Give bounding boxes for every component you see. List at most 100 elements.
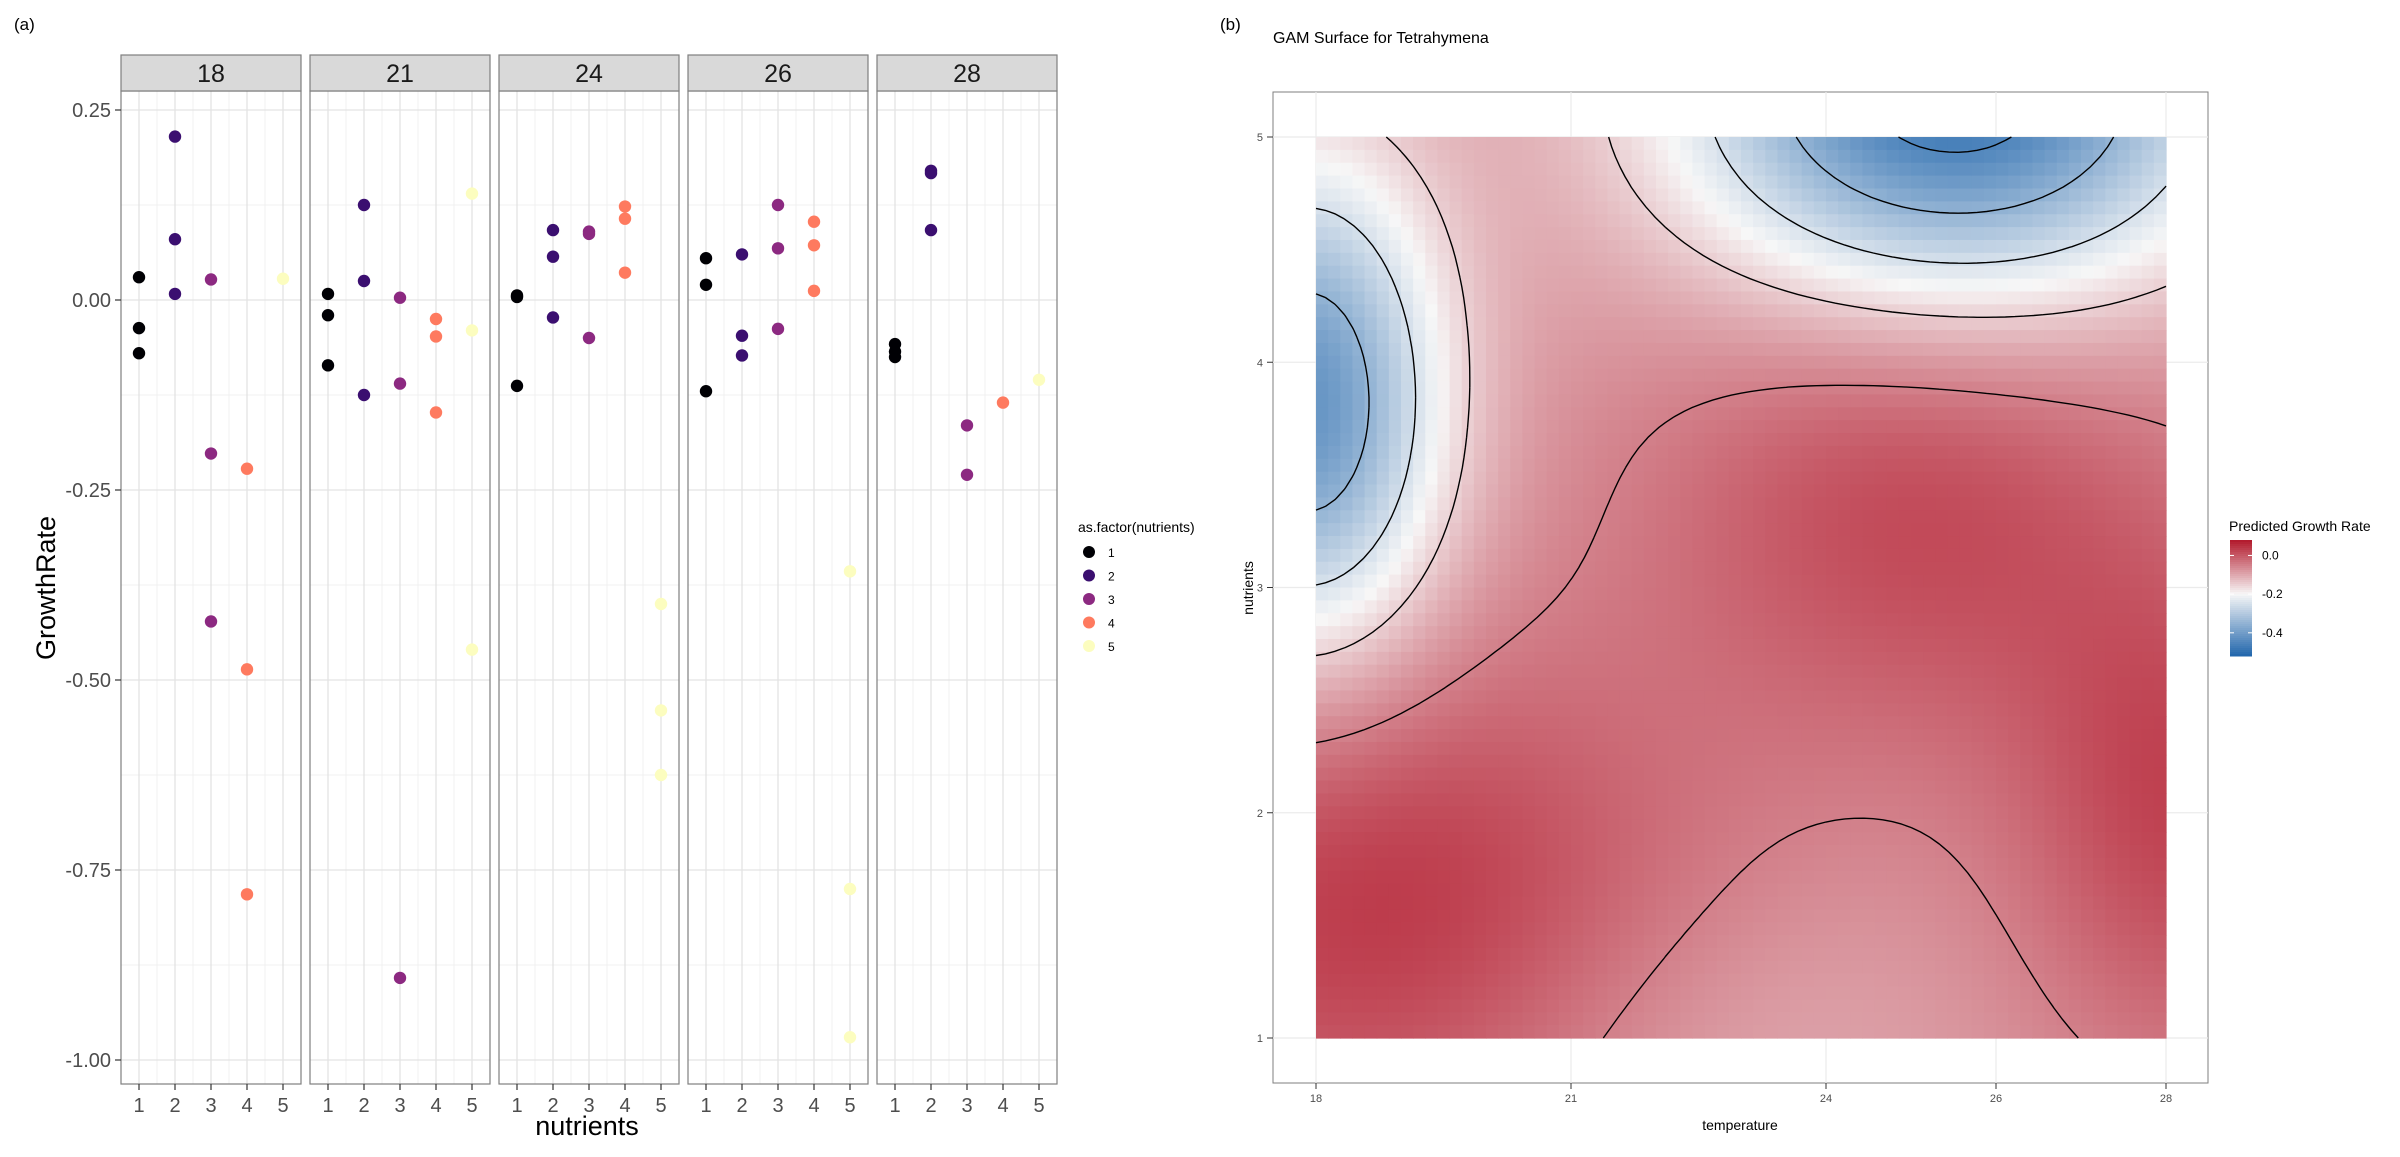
heatmap-cell [1668, 768, 1681, 781]
heatmap-cell [1996, 999, 2009, 1012]
y-tick-label: -0.50 [65, 670, 111, 692]
heatmap-cell [1547, 716, 1560, 729]
heatmap-cell [1656, 356, 1669, 369]
heatmap-cell [1705, 407, 1718, 420]
heatmap-cell [1377, 961, 1390, 974]
heatmap-cell [1328, 291, 1341, 304]
heatmap-cell [1899, 330, 1912, 343]
heatmap-cell [1365, 678, 1378, 691]
heatmap-cell [1365, 884, 1378, 897]
heatmap-cell [1316, 935, 1329, 948]
heatmap-cell [1401, 369, 1414, 382]
heatmap-cell [2057, 394, 2070, 407]
heatmap-cell [1656, 549, 1669, 562]
heatmap-cell [1875, 588, 1888, 601]
heatmap-cell [1692, 201, 1705, 214]
heatmap-cell [1632, 407, 1645, 420]
heatmap-cell [1510, 961, 1523, 974]
heatmap-cell [1838, 369, 1851, 382]
heatmap-cell [2081, 652, 2094, 665]
heatmap-cell [1947, 678, 1960, 691]
heatmap-cell [1814, 575, 1827, 588]
heatmap-cell [1741, 497, 1754, 510]
heatmap-cell [2008, 163, 2021, 176]
heatmap-cell [1850, 588, 1863, 601]
heatmap-cell [1947, 459, 1960, 472]
heatmap-cell [1450, 549, 1463, 562]
heatmap-cell [1450, 588, 1463, 601]
heatmap-cell [1644, 639, 1657, 652]
heatmap-cell [1923, 999, 1936, 1012]
heatmap-cell [1559, 459, 1572, 472]
heatmap-cell [1522, 871, 1535, 884]
heatmap-cell [1729, 716, 1742, 729]
heatmap-cell [1486, 188, 1499, 201]
data-point [700, 252, 712, 264]
heatmap-cell [1498, 948, 1511, 961]
heatmap-cell [1850, 665, 1863, 678]
heatmap-cell [1365, 819, 1378, 832]
heatmap-cell [1705, 922, 1718, 935]
heatmap-cell [1632, 755, 1645, 768]
heatmap-cell [1595, 304, 1608, 317]
heatmap-cell [1960, 999, 1973, 1012]
heatmap-cell [1875, 369, 1888, 382]
heatmap-cell [1899, 472, 1912, 485]
heatmap-cell [1911, 974, 1924, 987]
heatmap-cell [1911, 793, 1924, 806]
heatmap-cell [1656, 304, 1669, 317]
heatmap-cell [1887, 690, 1900, 703]
heatmap-cell [1838, 253, 1851, 266]
heatmap-cell [1632, 909, 1645, 922]
heatmap-cell [1887, 755, 1900, 768]
heatmap-cell [1316, 768, 1329, 781]
heatmap-cell [1644, 472, 1657, 485]
heatmap-cell [1389, 214, 1402, 227]
heatmap-cell [1717, 626, 1730, 639]
heatmap-cell [1717, 562, 1730, 575]
heatmap-cell [1984, 793, 1997, 806]
heatmap-cell [1425, 510, 1438, 523]
heatmap-cell [1899, 575, 1912, 588]
heatmap-cell [1365, 163, 1378, 176]
heatmap-cell [1607, 330, 1620, 343]
heatmap-cell [1887, 279, 1900, 292]
heatmap-cell [1352, 768, 1365, 781]
x-tick-label: 1 [133, 1095, 144, 1117]
heatmap-cell [1814, 1012, 1827, 1025]
heatmap-cell [1790, 150, 1803, 163]
heatmap-cell [1535, 742, 1548, 755]
heatmap-cell [1632, 510, 1645, 523]
heatmap-cell [2020, 459, 2033, 472]
heatmap-cell [1583, 703, 1596, 716]
heatmap-cell [1425, 678, 1438, 691]
heatmap-cell [1680, 716, 1693, 729]
heatmap-cell [1559, 201, 1572, 214]
heatmap-cell [1814, 253, 1827, 266]
heatmap-cell [1765, 690, 1778, 703]
heatmap-cell [1717, 999, 1730, 1012]
heatmap-cell [2032, 446, 2045, 459]
heatmap-cell [1875, 832, 1888, 845]
heatmap-cell [1620, 768, 1633, 781]
heatmap-cell [1401, 922, 1414, 935]
heatmap-cell [1583, 600, 1596, 613]
heatmap-cell [1753, 562, 1766, 575]
heatmap-cell [1632, 317, 1645, 330]
heatmap-cell [1802, 652, 1815, 665]
heatmap-cell [1765, 922, 1778, 935]
heatmap-cell [1535, 433, 1548, 446]
heatmap-cell [1377, 742, 1390, 755]
heatmap-cell [2093, 703, 2106, 716]
heatmap-cell [2020, 369, 2033, 382]
heatmap-cell [1777, 304, 1790, 317]
heatmap-cell [1583, 188, 1596, 201]
heatmap-cell [1328, 922, 1341, 935]
heatmap-cell [1559, 382, 1572, 395]
heatmap-cell [1875, 948, 1888, 961]
heatmap-cell [1328, 279, 1341, 292]
heatmap-cell [1571, 716, 1584, 729]
heatmap-cell [1450, 575, 1463, 588]
heatmap-cell [1911, 523, 1924, 536]
heatmap-cell [1583, 819, 1596, 832]
